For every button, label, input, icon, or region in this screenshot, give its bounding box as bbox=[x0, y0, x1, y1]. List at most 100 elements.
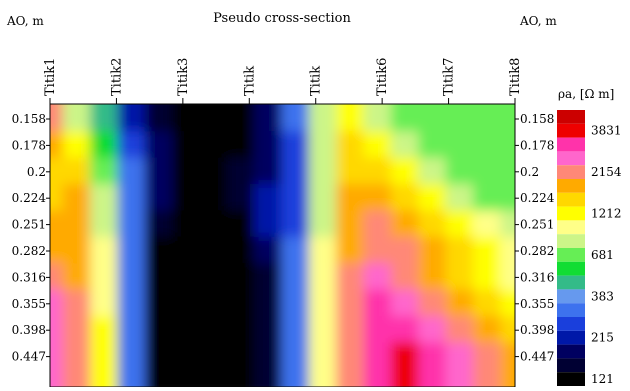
heat-cell bbox=[199, 289, 229, 318]
heat-cell bbox=[308, 157, 339, 186]
heat-cell bbox=[199, 157, 229, 186]
heat-cell bbox=[254, 342, 284, 387]
heat-cell bbox=[144, 131, 175, 160]
heat-cell bbox=[50, 289, 65, 318]
heat-cell bbox=[172, 236, 202, 266]
heat-cell bbox=[445, 210, 475, 239]
heat-cell bbox=[144, 236, 175, 266]
y-tick-label-left: 0.2 bbox=[27, 165, 46, 179]
heat-cell bbox=[254, 131, 284, 160]
heat-cell bbox=[336, 157, 366, 186]
legend-swatch bbox=[557, 179, 585, 193]
x-tick-label: Titik bbox=[242, 66, 257, 96]
y-ticks: 0.158 0.158 0.178 0.178 0.2 0.2 0.224 0.224 0.25… bbox=[12, 112, 555, 364]
right-axis-label: AO, m bbox=[519, 14, 557, 28]
heat-cell bbox=[281, 157, 311, 186]
y-tick-label-right: 0.355 bbox=[520, 297, 554, 311]
heat-cell bbox=[472, 236, 503, 266]
heat-cell bbox=[50, 236, 65, 266]
heat-cell bbox=[336, 236, 366, 266]
heat-cell bbox=[281, 236, 311, 266]
y-tick-label-left: 0.282 bbox=[12, 244, 46, 258]
heat-cell bbox=[254, 157, 284, 186]
heat-cell bbox=[336, 263, 366, 292]
heat-cell bbox=[254, 316, 284, 345]
heat-cell bbox=[336, 342, 366, 387]
heat-cell bbox=[62, 263, 93, 292]
heat-cell bbox=[445, 342, 475, 387]
heat-cell bbox=[172, 210, 202, 239]
heat-cell bbox=[199, 104, 229, 134]
heat-cell bbox=[363, 104, 393, 134]
legend-swatch bbox=[557, 344, 585, 359]
heat-cell bbox=[363, 316, 393, 345]
heat-cell bbox=[199, 210, 229, 239]
y-tick-label-right: 0.224 bbox=[520, 191, 555, 205]
x-tick-label: Titik bbox=[309, 66, 324, 96]
heat-cell bbox=[90, 131, 120, 160]
y-tick-label-left: 0.158 bbox=[12, 112, 46, 126]
heat-cell bbox=[363, 131, 393, 160]
heat-cell bbox=[281, 316, 311, 345]
y-tick-label-left: 0.224 bbox=[12, 191, 47, 205]
heat-cell bbox=[90, 289, 120, 318]
heat-cell bbox=[172, 289, 202, 318]
legend-swatch bbox=[557, 275, 585, 290]
heat-cell bbox=[62, 104, 93, 134]
heat-cell bbox=[254, 184, 284, 213]
heat-cell bbox=[418, 316, 448, 345]
heat-cell bbox=[500, 263, 515, 292]
legend-swatch bbox=[557, 151, 585, 166]
heat-cell bbox=[336, 289, 366, 318]
heat-cell bbox=[226, 210, 257, 239]
x-tick-label: Titik7 bbox=[442, 58, 457, 96]
heat-cell bbox=[226, 316, 257, 345]
heat-cell bbox=[199, 184, 229, 213]
heat-cell bbox=[472, 131, 503, 160]
legend-swatch bbox=[557, 220, 585, 235]
heat-cell bbox=[390, 131, 421, 160]
heat-cell bbox=[62, 289, 93, 318]
heat-cell bbox=[308, 342, 339, 387]
heat-cell bbox=[500, 289, 515, 318]
heat-cell bbox=[172, 184, 202, 213]
y-tick-label-left: 0.447 bbox=[12, 350, 46, 364]
heat-cell bbox=[117, 210, 147, 239]
heat-cell bbox=[172, 157, 202, 186]
heat-cell bbox=[62, 236, 93, 266]
y-tick-label-right: 0.2 bbox=[520, 165, 539, 179]
heat-cell bbox=[445, 289, 475, 318]
heat-cell bbox=[226, 263, 257, 292]
x-tick-label: Titik1 bbox=[43, 58, 58, 96]
heat-cell bbox=[62, 316, 93, 345]
y-tick-label-right: 0.398 bbox=[520, 323, 554, 337]
heat-cell bbox=[418, 289, 448, 318]
heat-cell bbox=[308, 184, 339, 213]
heat-cell bbox=[254, 104, 284, 134]
heat-cell bbox=[472, 184, 503, 213]
legend-swatch bbox=[557, 165, 585, 179]
legend-swatch bbox=[557, 372, 585, 386]
heat-cell bbox=[363, 342, 393, 387]
heat-cell bbox=[90, 263, 120, 292]
chart-title: Pseudo cross-section bbox=[213, 11, 351, 26]
heat-cell bbox=[500, 236, 515, 266]
legend-swatch bbox=[557, 137, 585, 152]
heat-cell bbox=[390, 184, 421, 213]
heat-cell bbox=[418, 236, 448, 266]
y-tick-label-right: 0.282 bbox=[520, 244, 554, 258]
heat-cell bbox=[390, 342, 421, 387]
heat-cell bbox=[226, 157, 257, 186]
heat-cell bbox=[308, 104, 339, 134]
legend-tick-label: 215 bbox=[591, 331, 614, 345]
x-tick-labels: Titik1 Titik2 Titik3 Titik Titik Titik6 Titik7… bbox=[43, 58, 523, 104]
heat-cell bbox=[172, 342, 202, 387]
heat-cell bbox=[390, 104, 421, 134]
legend-tick-label: 121 bbox=[591, 372, 614, 386]
legend-swatch bbox=[557, 192, 585, 207]
y-tick-label-left: 0.251 bbox=[12, 218, 46, 232]
heat-cell bbox=[472, 104, 503, 134]
heat-cell bbox=[117, 184, 147, 213]
